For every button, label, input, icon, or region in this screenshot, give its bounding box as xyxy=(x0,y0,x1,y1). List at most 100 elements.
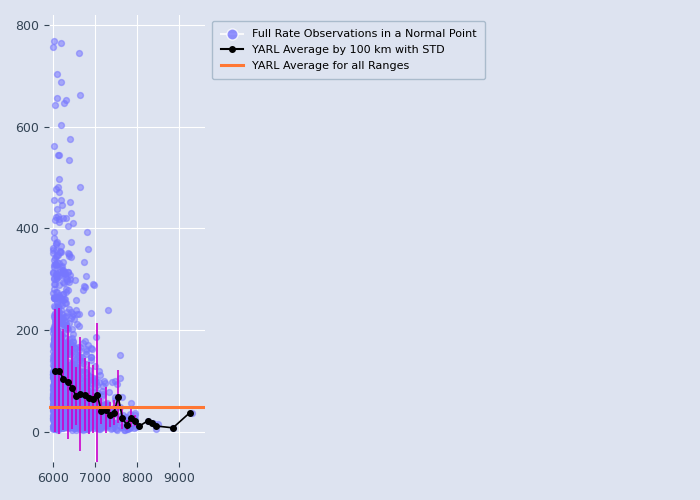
Point xyxy=(50,345,61,353)
Point xyxy=(51,344,62,352)
Point xyxy=(48,386,60,394)
Point xyxy=(48,274,60,282)
Point xyxy=(62,361,74,369)
Point xyxy=(59,386,70,394)
Point xyxy=(62,386,74,394)
Point xyxy=(48,366,59,374)
Point xyxy=(64,410,76,418)
Point xyxy=(50,398,61,406)
Point xyxy=(63,422,74,430)
Point xyxy=(60,404,71,412)
Point xyxy=(50,370,61,378)
Point xyxy=(60,411,71,419)
Point xyxy=(60,268,71,276)
Point xyxy=(68,341,79,349)
Point xyxy=(50,254,61,262)
Point xyxy=(54,389,65,397)
Point xyxy=(48,329,59,337)
Point xyxy=(52,328,64,336)
Point xyxy=(102,306,113,314)
Point xyxy=(84,404,95,412)
Point xyxy=(74,414,85,422)
Point xyxy=(53,386,64,394)
Point xyxy=(55,395,66,403)
Point xyxy=(52,403,63,411)
Point xyxy=(51,294,62,302)
Point xyxy=(54,364,65,372)
Point xyxy=(83,404,94,411)
Point xyxy=(80,409,91,417)
Point xyxy=(50,408,62,416)
Point xyxy=(52,420,63,428)
Point xyxy=(62,405,73,413)
Point xyxy=(53,281,64,289)
Point xyxy=(50,308,61,316)
Point xyxy=(98,410,109,418)
Point xyxy=(76,414,88,422)
Point xyxy=(125,399,136,407)
Point xyxy=(55,343,66,351)
Point xyxy=(53,378,64,386)
Point xyxy=(91,409,102,417)
Point xyxy=(71,364,82,372)
Point xyxy=(55,402,66,410)
Point xyxy=(55,390,66,398)
Point xyxy=(57,414,68,422)
Point xyxy=(49,374,60,382)
Point xyxy=(90,412,101,420)
Point xyxy=(57,390,69,398)
Point xyxy=(49,406,60,414)
Point xyxy=(76,391,88,399)
Point xyxy=(76,419,87,427)
Point xyxy=(89,414,100,422)
Point xyxy=(52,416,63,424)
Point xyxy=(53,384,64,392)
Point xyxy=(51,394,62,402)
Point xyxy=(85,374,97,382)
Point xyxy=(92,381,103,389)
Point xyxy=(60,384,71,392)
Point xyxy=(52,384,64,392)
Point xyxy=(80,414,92,422)
Point xyxy=(48,374,60,382)
Point xyxy=(77,400,88,407)
Point xyxy=(55,417,66,425)
Point xyxy=(56,349,67,357)
Point xyxy=(75,353,86,361)
Point xyxy=(56,393,67,401)
Point xyxy=(70,413,81,421)
Point xyxy=(52,401,63,409)
Point xyxy=(65,400,76,408)
Point xyxy=(48,326,60,334)
Point xyxy=(73,384,84,392)
Point xyxy=(61,406,72,414)
Point xyxy=(48,373,60,381)
Point xyxy=(66,426,78,434)
Point xyxy=(67,406,78,414)
Point xyxy=(99,414,111,422)
Point xyxy=(87,416,98,424)
Point xyxy=(70,413,81,421)
Point xyxy=(54,390,65,398)
Point xyxy=(62,393,74,401)
Point xyxy=(50,370,62,378)
Point xyxy=(60,408,71,416)
Point xyxy=(50,380,61,388)
Point xyxy=(48,342,60,349)
Point xyxy=(51,70,62,78)
Point xyxy=(51,410,62,418)
Point xyxy=(74,406,85,413)
Point xyxy=(87,420,98,428)
Point xyxy=(68,410,79,418)
Point xyxy=(50,414,61,422)
Point xyxy=(72,408,83,416)
Point xyxy=(62,346,74,354)
Point xyxy=(59,408,70,416)
Point xyxy=(61,277,72,285)
Point xyxy=(74,412,85,420)
Point xyxy=(63,250,74,258)
Point xyxy=(67,392,78,400)
Point xyxy=(66,381,77,389)
Point xyxy=(52,426,63,434)
Point xyxy=(49,294,60,302)
